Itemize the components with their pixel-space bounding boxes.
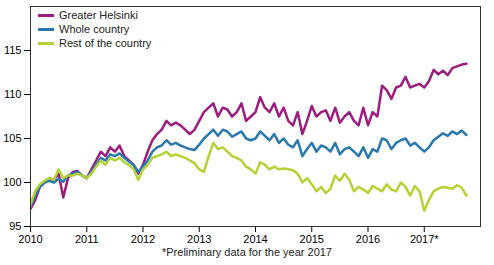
svg-text:95: 95	[9, 220, 21, 232]
svg-text:2010: 2010	[18, 233, 42, 245]
svg-text:2016: 2016	[356, 233, 380, 245]
svg-text:2014: 2014	[243, 233, 267, 245]
svg-text:2017*: 2017*	[410, 233, 439, 245]
svg-text:2013: 2013	[187, 233, 211, 245]
svg-text:115: 115	[4, 44, 22, 56]
svg-text:2012: 2012	[131, 233, 155, 245]
html-text:Greater Helsinki: Greater Helsinki	[59, 9, 138, 21]
svg-text:110: 110	[4, 88, 22, 100]
html-text:Rest of the country: Rest of the country	[59, 37, 152, 49]
svg-text:2011: 2011	[75, 233, 99, 245]
svg-text:105: 105	[3, 132, 21, 144]
svg-text:100: 100	[3, 176, 21, 188]
html-text:*Preliminary data for the year: *Preliminary data for the year 2017	[162, 246, 332, 258]
html-text:Whole country: Whole country	[59, 23, 130, 35]
svg-text:2015: 2015	[300, 233, 324, 245]
